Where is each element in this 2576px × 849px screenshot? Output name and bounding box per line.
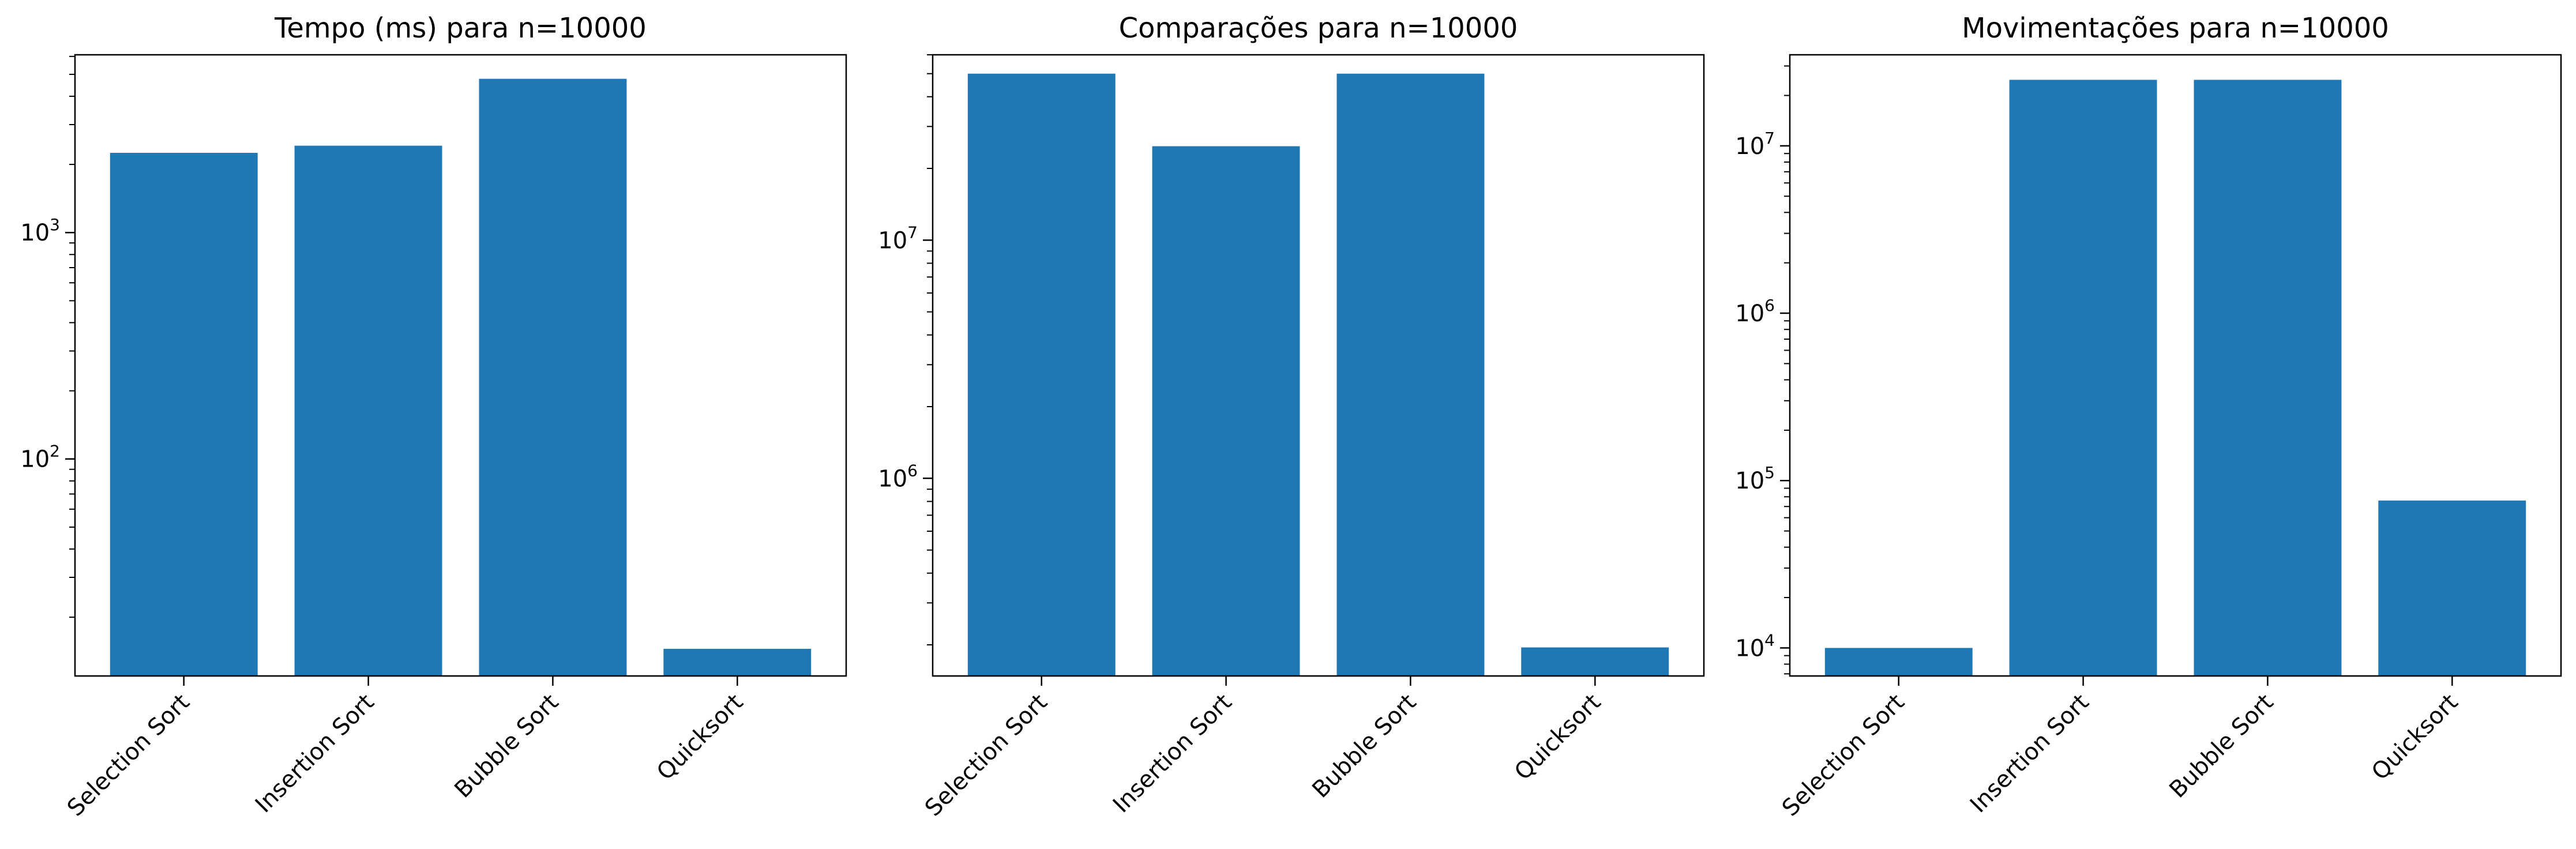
- bar-selection-sort: [1824, 648, 1973, 676]
- bar-bubble-sort: [1336, 73, 1485, 677]
- chart-title: Tempo (ms) para n=10000: [274, 12, 647, 44]
- axes-frame: [74, 54, 847, 677]
- x-tick-label: Bubble Sort: [2164, 689, 2278, 803]
- y-tick-label: 106: [878, 461, 918, 492]
- chart-panel-2: 106 107 Selection Sort Insertion Sort Bubble…: [878, 12, 1705, 822]
- bar-selection-sort: [967, 73, 1116, 677]
- bar-insertion-sort: [1152, 146, 1300, 676]
- bar-selection-sort: [110, 153, 258, 676]
- bar-insertion-sort: [294, 145, 442, 677]
- bar-quicksort: [2378, 500, 2526, 676]
- y-tick-label: 104: [1735, 630, 1775, 662]
- x-tick-label: Quicksort: [2367, 689, 2463, 786]
- y-tick-label: 105: [1735, 463, 1775, 494]
- bar-insertion-sort: [2009, 80, 2157, 676]
- bar-bubble-sort: [2194, 80, 2342, 676]
- x-tick-label: Insertion Sort: [1965, 689, 2094, 818]
- x-tick-label: Selection Sort: [62, 689, 195, 822]
- x-tick-label: Bubble Sort: [1307, 689, 1421, 803]
- chart-panel-1: 102 103 Selection Sort Insertion Sort Bubble…: [20, 12, 847, 822]
- chart-title: Movimentações para n=10000: [1962, 12, 2389, 44]
- y-tick-label: 107: [878, 223, 918, 254]
- bar-quicksort: [1521, 647, 1669, 676]
- y-tick-label: 102: [20, 442, 60, 473]
- x-tick-label: Bubble Sort: [449, 689, 564, 803]
- bar-quicksort: [663, 648, 812, 676]
- x-tick-label: Insertion Sort: [250, 689, 380, 818]
- x-tick-label: Quicksort: [652, 689, 748, 786]
- y-tick-label: 103: [20, 215, 60, 246]
- y-tick-label: 106: [1735, 296, 1775, 327]
- y-tick-label: 107: [1735, 129, 1775, 160]
- x-tick-label: Insertion Sort: [1108, 689, 1237, 818]
- bar-bubble-sort: [479, 78, 627, 677]
- chart-panel-3: 104 105 106 107 Selection Sort Insertion Sort…: [1735, 12, 2562, 822]
- x-tick-label: Quicksort: [1509, 689, 1606, 786]
- axes-frame: [932, 54, 1705, 677]
- x-tick-label: Selection Sort: [920, 689, 1053, 822]
- chart-title: Comparações para n=10000: [1119, 12, 1518, 44]
- axes-frame: [1789, 54, 2562, 677]
- x-tick-label: Selection Sort: [1777, 689, 1910, 822]
